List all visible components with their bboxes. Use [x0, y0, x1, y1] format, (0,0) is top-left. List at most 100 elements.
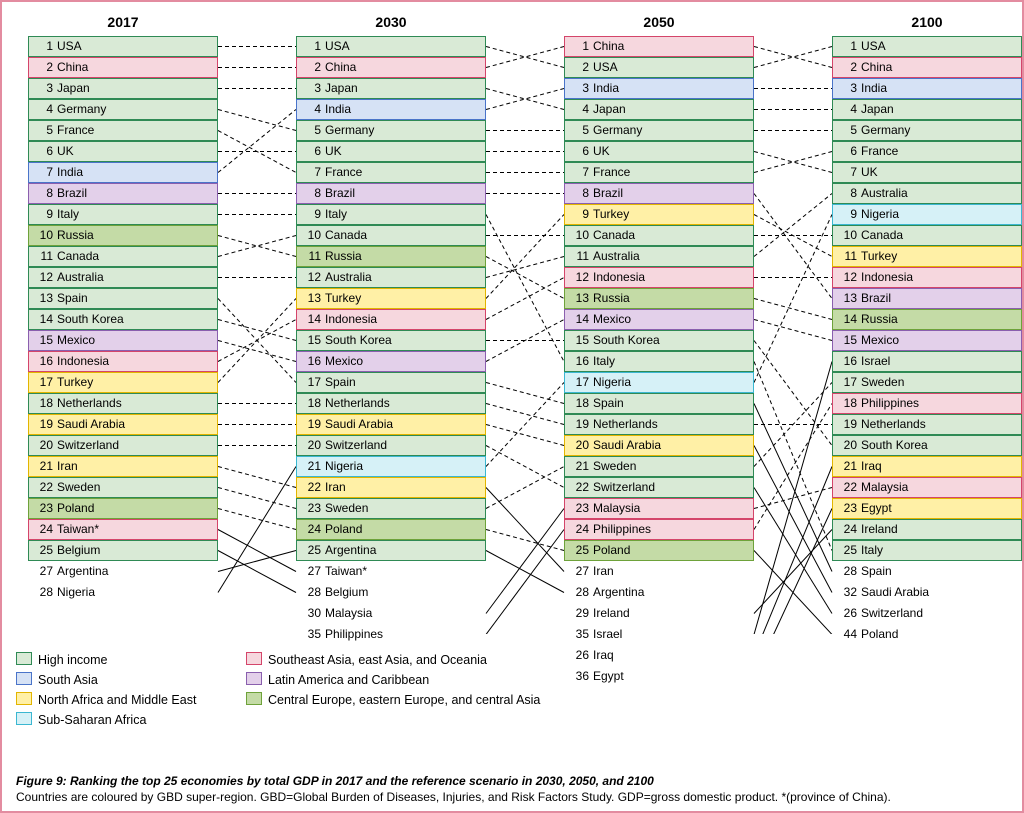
- legend-swatch: [16, 652, 32, 665]
- rank-cell: 2USA: [564, 57, 754, 78]
- rank-cell: 15Mexico: [832, 330, 1022, 351]
- year-header: 2050: [564, 14, 754, 36]
- legend-swatch: [246, 692, 262, 705]
- rank-cell: 18Netherlands: [296, 393, 486, 414]
- rank-cell: 5Germany: [296, 120, 486, 141]
- rank-cell: 13Turkey: [296, 288, 486, 309]
- rank-cell: 22Switzerland: [564, 477, 754, 498]
- rank-cell: 7France: [296, 162, 486, 183]
- rank-cell: 10Russia: [28, 225, 218, 246]
- rank-cell: 22Sweden: [28, 477, 218, 498]
- rank-cell: 13Russia: [564, 288, 754, 309]
- rank-cell: 24Philippines: [564, 519, 754, 540]
- rank-cell: 3India: [832, 78, 1022, 99]
- rank-cell: 13Brazil: [832, 288, 1022, 309]
- rank-cell: 5Germany: [564, 120, 754, 141]
- rank-cell: 1USA: [28, 36, 218, 57]
- rank-cell: 21Nigeria: [296, 456, 486, 477]
- rank-cell: 1USA: [832, 36, 1022, 57]
- figure-frame: High income South Asia North Africa and Mi…: [0, 0, 1024, 813]
- rank-cell: 12Australia: [296, 267, 486, 288]
- ranking-chart: High income South Asia North Africa and Mi…: [16, 14, 1012, 734]
- rank-cell: 14Indonesia: [296, 309, 486, 330]
- rank-cell: 6France: [832, 141, 1022, 162]
- rank-cell: 8Brazil: [564, 183, 754, 204]
- overflow-cell: 26Switzerland: [832, 603, 1022, 624]
- legend-item: Central Europe, eastern Europe, and cent…: [246, 690, 540, 710]
- rank-cell: 20Switzerland: [28, 435, 218, 456]
- rank-cell: 18Spain: [564, 393, 754, 414]
- legend-label: Latin America and Caribbean: [268, 673, 429, 687]
- rank-cell: 8Brazil: [28, 183, 218, 204]
- figure-note: Countries are coloured by GBD super-regi…: [16, 789, 1008, 805]
- year-header: 2100: [832, 14, 1022, 36]
- rank-cell: 14South Korea: [28, 309, 218, 330]
- rank-cell: 20South Korea: [832, 435, 1022, 456]
- figure-title: Ranking the top 25 economies by total GD…: [70, 774, 654, 788]
- overflow-cell: 29Ireland: [564, 603, 754, 624]
- year-column-2017: 20171USA2China3Japan4Germany5France6UK7I…: [28, 14, 218, 603]
- overflow-cell: 28Argentina: [564, 582, 754, 603]
- overflow-cell: 36Egypt: [564, 666, 754, 687]
- year-column-2100: 21001USA2China3India4Japan5Germany6Franc…: [832, 14, 1022, 645]
- rank-cell: 21Sweden: [564, 456, 754, 477]
- rank-cell: 6UK: [296, 141, 486, 162]
- legend-item: High income: [16, 650, 196, 670]
- year-column-2030: 20301USA2China3Japan4India5Germany6UK7Fr…: [296, 14, 486, 645]
- rank-cell: 2China: [28, 57, 218, 78]
- rank-cell: 10Canada: [832, 225, 1022, 246]
- rank-cell: 5France: [28, 120, 218, 141]
- overflow-cell: 35Philippines: [296, 624, 486, 645]
- overflow-cell: 27Iran: [564, 561, 754, 582]
- rank-cell: 1USA: [296, 36, 486, 57]
- rank-cell: 24Ireland: [832, 519, 1022, 540]
- rank-cell: 3Japan: [296, 78, 486, 99]
- rank-cell: 23Sweden: [296, 498, 486, 519]
- year-header: 2017: [28, 14, 218, 36]
- rank-cell: 25Argentina: [296, 540, 486, 561]
- rank-cell: 18Philippines: [832, 393, 1022, 414]
- overflow-cell: 35Israel: [564, 624, 754, 645]
- rank-cell: 9Italy: [28, 204, 218, 225]
- rank-cell: 24Poland: [296, 519, 486, 540]
- rank-cell: 17Turkey: [28, 372, 218, 393]
- legend-item: Sub-Saharan Africa: [16, 710, 196, 730]
- legend-label: Southeast Asia, east Asia, and Oceania: [268, 653, 487, 667]
- rank-cell: 8Australia: [832, 183, 1022, 204]
- overflow-cell: 28Belgium: [296, 582, 486, 603]
- rank-cell: 9Nigeria: [832, 204, 1022, 225]
- rank-cell: 11Australia: [564, 246, 754, 267]
- overflow-cell: 30Malaysia: [296, 603, 486, 624]
- rank-cell: 14Mexico: [564, 309, 754, 330]
- rank-cell: 18Netherlands: [28, 393, 218, 414]
- rank-cell: 19Saudi Arabia: [296, 414, 486, 435]
- legend-label: North Africa and Middle East: [38, 693, 196, 707]
- rank-cell: 8Brazil: [296, 183, 486, 204]
- rank-cell: 15South Korea: [564, 330, 754, 351]
- legend-label: South Asia: [38, 673, 98, 687]
- rank-cell: 7India: [28, 162, 218, 183]
- rank-cell: 13Spain: [28, 288, 218, 309]
- rank-cell: 22Malaysia: [832, 477, 1022, 498]
- rank-cell: 2China: [832, 57, 1022, 78]
- rank-cell: 23Poland: [28, 498, 218, 519]
- rank-cell: 25Poland: [564, 540, 754, 561]
- year-column-2050: 20501China2USA3India4Japan5Germany6UK7Fr…: [564, 14, 754, 687]
- overflow-cell: 27Taiwan*: [296, 561, 486, 582]
- rank-cell: 17Sweden: [832, 372, 1022, 393]
- rank-cell: 23Malaysia: [564, 498, 754, 519]
- legend-item: South Asia: [16, 670, 196, 690]
- rank-cell: 9Turkey: [564, 204, 754, 225]
- rank-cell: 16Mexico: [296, 351, 486, 372]
- rank-cell: 10Canada: [564, 225, 754, 246]
- rank-cell: 3India: [564, 78, 754, 99]
- rank-cell: 12Australia: [28, 267, 218, 288]
- rank-cell: 4Germany: [28, 99, 218, 120]
- overflow-cell: 27Argentina: [28, 561, 218, 582]
- rank-cell: 15South Korea: [296, 330, 486, 351]
- overflow-cell: 28Nigeria: [28, 582, 218, 603]
- rank-cell: 9Italy: [296, 204, 486, 225]
- rank-cell: 7France: [564, 162, 754, 183]
- rank-cell: 14Russia: [832, 309, 1022, 330]
- overflow-cell: 44Poland: [832, 624, 1022, 645]
